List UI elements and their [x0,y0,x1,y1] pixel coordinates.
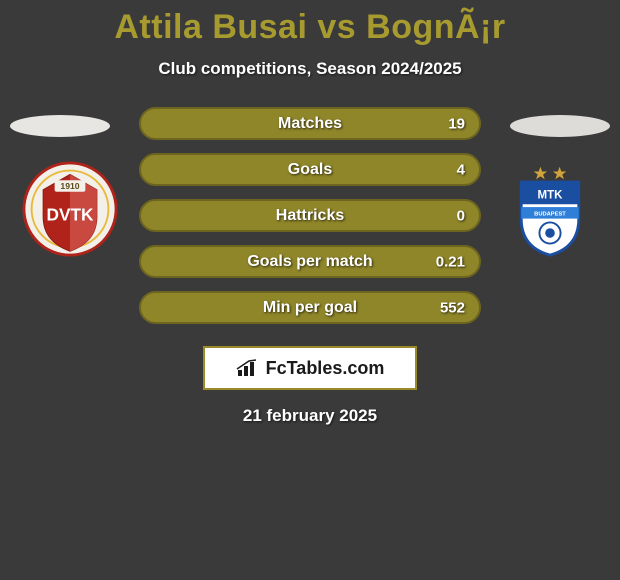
crest-year: 1910 [60,181,79,191]
stat-right-value: 19 [448,115,465,132]
brand-text: FcTables.com [266,358,385,379]
stat-label: Goals per match [247,253,372,271]
stat-label: Goals [288,161,332,179]
stat-row-goals: Goals 4 [139,153,481,186]
stat-label: Matches [278,115,342,133]
left-player-slot [10,115,110,137]
stat-label: Min per goal [263,299,357,317]
stat-row-mpg: Min per goal 552 [139,291,481,324]
stat-label: Hattricks [276,207,344,225]
dvtk-crest-icon: 1910 DVTK [22,161,118,257]
stat-right-value: 0 [457,207,465,224]
footer: FcTables.com 21 february 2025 [10,346,610,426]
crest-right-text: MTK [538,189,564,201]
player-right-name: BognÃ¡r [366,8,505,46]
comparison-area: 1910 DVTK MTK BUDAPEST [0,107,620,426]
brand-link[interactable]: FcTables.com [203,346,417,390]
right-club-crest: MTK BUDAPEST [502,161,598,257]
subtitle: Club competitions, Season 2024/2025 [0,59,620,79]
left-club-crest: 1910 DVTK [22,161,118,257]
stat-right-value: 4 [457,161,465,178]
crest-right-sub: BUDAPEST [534,212,566,218]
bar-chart-icon [236,358,260,378]
infographic-root: Attila Busai vs BognÃ¡r Club competition… [0,0,620,426]
vs-separator: vs [307,8,366,46]
page-title: Attila Busai vs BognÃ¡r [0,8,620,47]
stat-right-value: 552 [440,299,465,316]
stats-rows: Matches 19 Goals 4 Hattricks 0 Goals per… [139,107,481,324]
mtk-crest-icon: MTK BUDAPEST [502,161,598,257]
stat-right-value: 0.21 [436,253,465,270]
stat-row-matches: Matches 19 [139,107,481,140]
player-left-name: Attila Busai [114,8,307,46]
crest-left-text: DVTK [47,205,95,225]
stat-row-hattricks: Hattricks 0 [139,199,481,232]
right-player-slot [510,115,610,137]
stat-row-gpm: Goals per match 0.21 [139,245,481,278]
date-line: 21 february 2025 [243,406,377,426]
